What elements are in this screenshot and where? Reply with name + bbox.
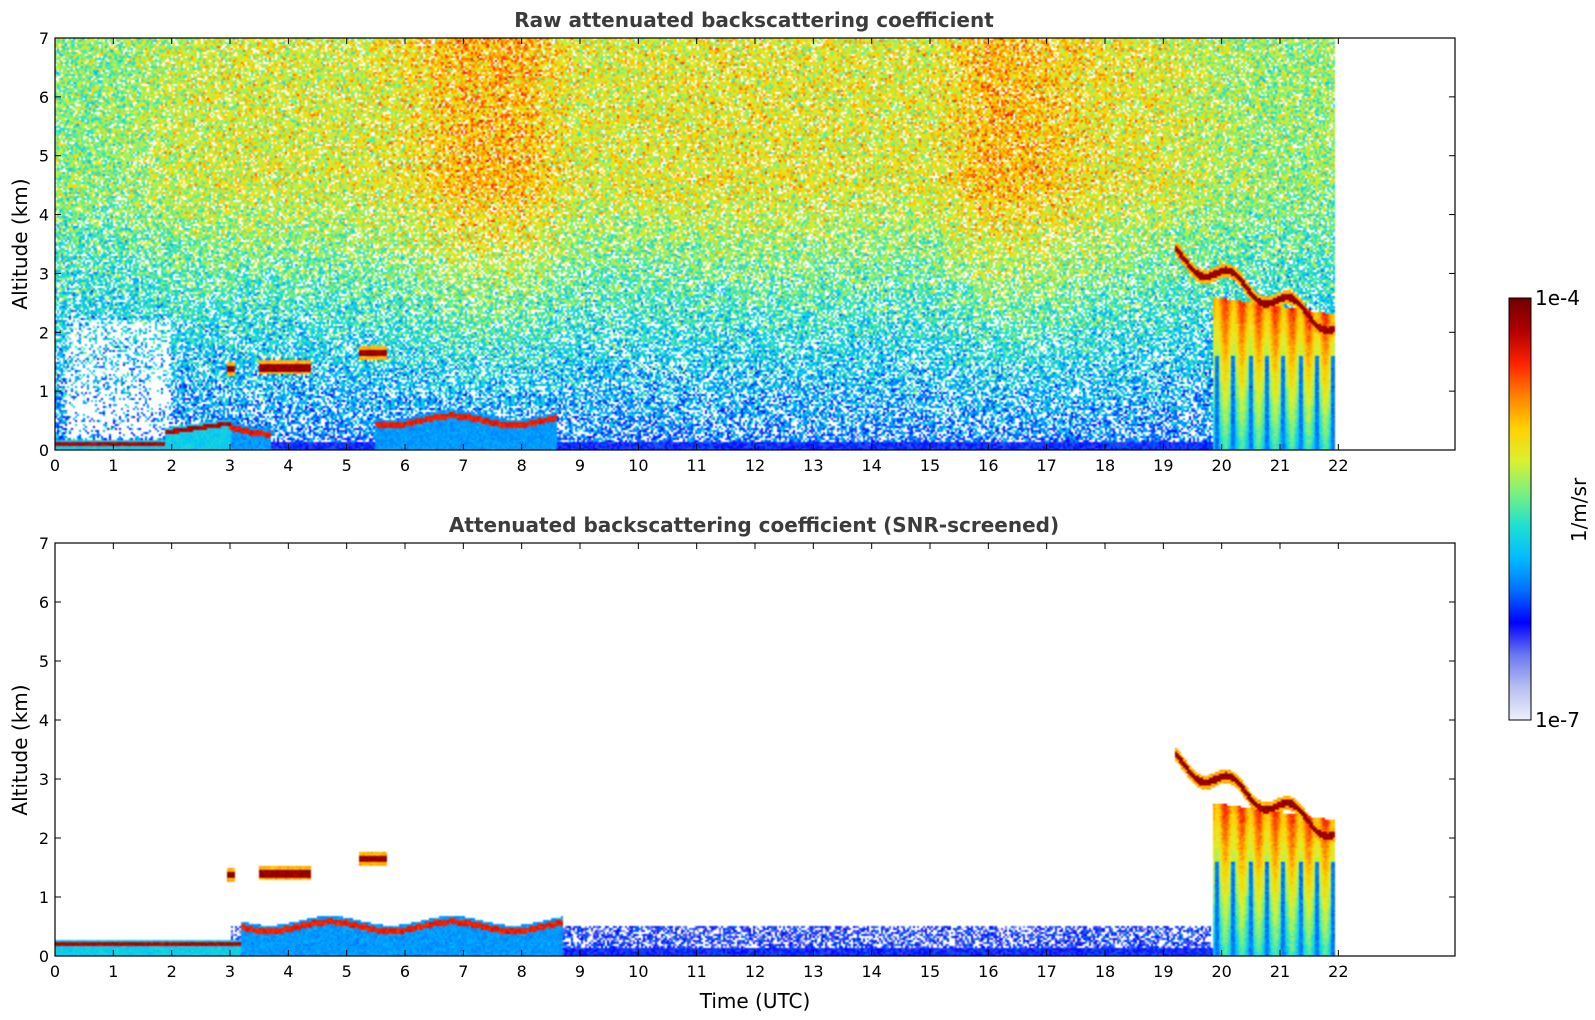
x-tick-label: 12 bbox=[745, 456, 765, 475]
x-tick-label: 4 bbox=[283, 962, 293, 981]
x-tick-label: 11 bbox=[686, 456, 706, 475]
colorbar-max-label: 1e-4 bbox=[1535, 286, 1580, 310]
x-tick-label: 21 bbox=[1270, 456, 1290, 475]
x-tick-label: 17 bbox=[1036, 456, 1056, 475]
x-tick-label: 15 bbox=[920, 456, 940, 475]
snr-screened-heatmap bbox=[55, 543, 1455, 956]
x-tick-label: 0 bbox=[50, 456, 60, 475]
raw-backscatter-panel: Raw attenuated backscattering coefficien… bbox=[8, 8, 1456, 475]
snr-screened-panel: Attenuated backscattering coefficient (S… bbox=[8, 513, 1456, 1013]
x-tick-label: 2 bbox=[167, 962, 177, 981]
x-tick-label: 7 bbox=[458, 962, 468, 981]
x-tick-label: 9 bbox=[575, 456, 585, 475]
y-tick-label: 3 bbox=[39, 770, 49, 789]
x-tick-label: 1 bbox=[108, 456, 118, 475]
colorbar-min-label: 1e-7 bbox=[1535, 708, 1580, 732]
snr-axes-ticks: 0 1 2 3 4 5 6 7 8 9 10 11 12 13 14 15 16 17 18 19 20 21 220123… bbox=[39, 534, 1455, 981]
y-tick-label: 1 bbox=[39, 382, 49, 401]
x-tick-label: 9 bbox=[575, 962, 585, 981]
x-tick-label: 14 bbox=[861, 962, 881, 981]
y-tick-label: 4 bbox=[39, 206, 49, 225]
x-tick-label: 18 bbox=[1095, 456, 1115, 475]
colorbar: 1e-4 1e-7 1/m/sr bbox=[1508, 286, 1591, 732]
x-tick-label: 22 bbox=[1328, 456, 1348, 475]
raw-axes-ticks: 0 1 2 3 4 5 6 7 8 9 10 11 12 13 14 15 16 17 18 19 20 21 220123… bbox=[39, 29, 1455, 475]
x-tick-label: 3 bbox=[225, 962, 235, 981]
x-tick-label: 8 bbox=[517, 456, 527, 475]
x-tick-label: 4 bbox=[283, 456, 293, 475]
x-tick-label: 20 bbox=[1211, 962, 1231, 981]
y-tick-label: 5 bbox=[39, 652, 49, 671]
x-tick-label: 7 bbox=[458, 456, 468, 475]
raw-backscatter-heatmap bbox=[55, 38, 1455, 450]
x-tick-label: 19 bbox=[1153, 456, 1173, 475]
x-tick-label: 22 bbox=[1328, 962, 1348, 981]
x-axis-label: Time (UTC) bbox=[699, 989, 811, 1013]
x-tick-label: 5 bbox=[342, 962, 352, 981]
colorbar-unit-label: 1/m/sr bbox=[1567, 477, 1591, 542]
y-tick-label: 1 bbox=[39, 888, 49, 907]
x-tick-label: 20 bbox=[1211, 456, 1231, 475]
x-tick-label: 13 bbox=[803, 962, 823, 981]
x-tick-label: 16 bbox=[978, 962, 998, 981]
y-tick-label: 0 bbox=[39, 947, 49, 966]
y-tick-label: 5 bbox=[39, 147, 49, 166]
x-tick-label: 15 bbox=[920, 962, 940, 981]
x-tick-label: 10 bbox=[628, 456, 648, 475]
x-tick-label: 19 bbox=[1153, 962, 1173, 981]
x-tick-label: 21 bbox=[1270, 962, 1290, 981]
y-tick-label: 3 bbox=[39, 264, 49, 283]
x-tick-label: 12 bbox=[745, 962, 765, 981]
y-tick-label: 7 bbox=[39, 534, 49, 553]
y-tick-label: 4 bbox=[39, 711, 49, 730]
x-tick-label: 2 bbox=[167, 456, 177, 475]
x-tick-label: 8 bbox=[517, 962, 527, 981]
x-tick-label: 1 bbox=[108, 962, 118, 981]
y-tick-label: 6 bbox=[39, 88, 49, 107]
x-tick-label: 10 bbox=[628, 962, 648, 981]
colorbar-gradient bbox=[1508, 297, 1532, 721]
x-tick-label: 18 bbox=[1095, 962, 1115, 981]
x-tick-label: 14 bbox=[861, 456, 881, 475]
y-tick-label: 6 bbox=[39, 593, 49, 612]
snr-y-axis-label: Altitude (km) bbox=[8, 684, 32, 815]
x-tick-label: 11 bbox=[686, 962, 706, 981]
y-tick-label: 2 bbox=[39, 323, 49, 342]
x-tick-label: 6 bbox=[400, 456, 410, 475]
y-tick-label: 0 bbox=[39, 441, 49, 460]
x-tick-label: 0 bbox=[50, 962, 60, 981]
x-tick-label: 6 bbox=[400, 962, 410, 981]
x-tick-label: 16 bbox=[978, 456, 998, 475]
raw-y-axis-label: Altitude (km) bbox=[8, 178, 32, 309]
x-tick-label: 5 bbox=[342, 456, 352, 475]
y-tick-label: 2 bbox=[39, 829, 49, 848]
x-tick-label: 13 bbox=[803, 456, 823, 475]
x-tick-label: 17 bbox=[1036, 962, 1056, 981]
x-tick-label: 3 bbox=[225, 456, 235, 475]
snr-panel-title: Attenuated backscattering coefficient (S… bbox=[449, 513, 1059, 537]
y-tick-label: 7 bbox=[39, 29, 49, 48]
raw-panel-title: Raw attenuated backscattering coefficien… bbox=[514, 8, 994, 32]
